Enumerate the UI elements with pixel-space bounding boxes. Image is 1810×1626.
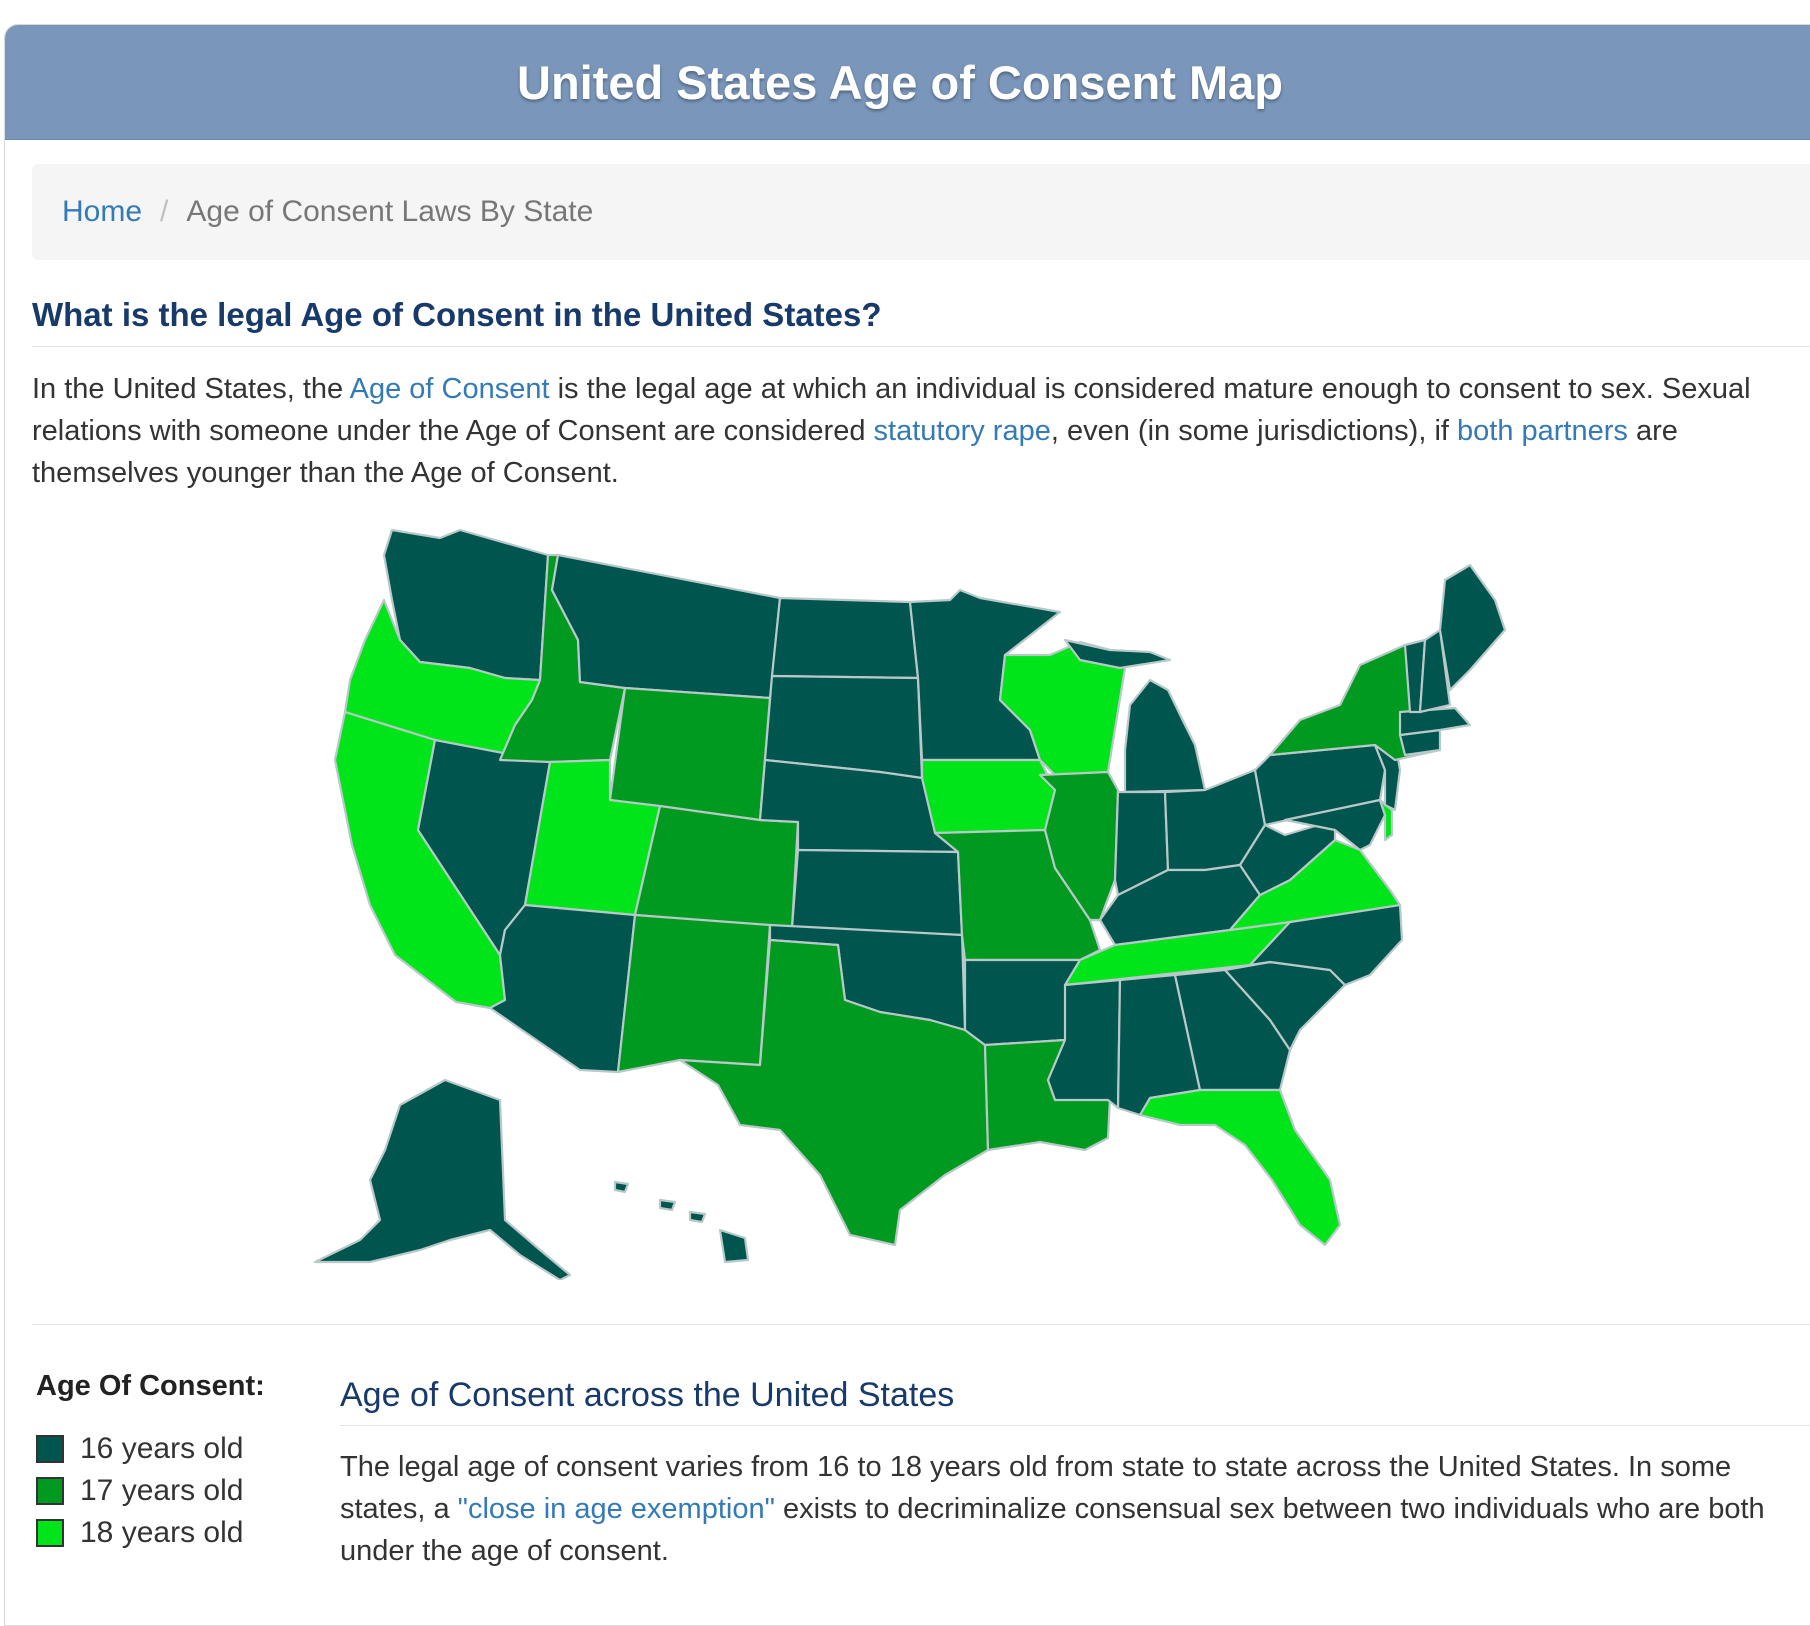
legend-label-16: 16 years old <box>80 1432 244 1465</box>
heading-divider <box>32 346 1810 347</box>
intro-paragraph: In the United States, the Age of Consent… <box>32 368 1792 494</box>
intro-text: , even (in some jurisdictions), if <box>1050 415 1458 447</box>
legend-swatch-18 <box>36 1519 64 1547</box>
state-MA[interactable] <box>1398 706 1472 737</box>
state-IA[interactable] <box>920 758 1057 835</box>
legend-swatch-17 <box>36 1477 64 1505</box>
state-AZ[interactable] <box>488 903 637 1074</box>
state-HI[interactable] <box>613 1180 750 1264</box>
section-paragraph: The legal age of consent varies from 16 … <box>340 1446 1800 1572</box>
state-TX[interactable] <box>678 938 990 1247</box>
state-IL[interactable] <box>1038 770 1120 922</box>
breadcrumb-separator: / <box>160 195 169 228</box>
close-in-age-exemption-link[interactable]: "close in age exemption" <box>457 1493 775 1525</box>
breadcrumb: Home / Age of Consent Laws By State <box>32 164 1810 260</box>
section-text: The legal age of consent varies from 16 … <box>340 1451 1732 1525</box>
both-partners-link[interactable]: both partners <box>1457 415 1628 447</box>
legend-item-18: 18 years old <box>36 1516 243 1550</box>
state-AR[interactable] <box>963 958 1082 1047</box>
us-age-of-consent-map <box>313 528 1507 1280</box>
breadcrumb-current: Age of Consent Laws By State <box>186 195 594 228</box>
state-AK[interactable] <box>313 1078 572 1280</box>
legend-item-17: 17 years old <box>36 1474 243 1508</box>
intro-text: In the United States, the <box>32 373 350 405</box>
legend-label-17: 17 years old <box>80 1474 244 1507</box>
page-title: United States Age of Consent Map <box>517 55 1283 109</box>
state-CO[interactable] <box>633 804 800 930</box>
breadcrumb-home-link[interactable]: Home <box>62 195 143 228</box>
legend-item-16: 16 years old <box>36 1432 243 1466</box>
section-text: exists to decriminalize consensual sex b… <box>340 1493 1765 1567</box>
section-heading: Age of Consent across the United States <box>340 1376 955 1414</box>
state-FL[interactable] <box>1138 1088 1342 1247</box>
panel-header: United States Age of Consent Map <box>5 25 1810 140</box>
map-divider <box>32 1324 1810 1325</box>
content-panel: United States Age of Consent Map <box>4 24 1810 1626</box>
state-NM[interactable] <box>616 913 772 1074</box>
age-of-consent-link[interactable]: Age of Consent <box>349 373 550 405</box>
legend-title: Age Of Consent: <box>36 1370 265 1402</box>
legend-label-18: 18 years old <box>80 1516 244 1549</box>
state-WY[interactable] <box>608 686 772 822</box>
legend-swatch-16 <box>36 1435 64 1463</box>
section-divider <box>340 1425 1810 1426</box>
statutory-rape-link[interactable]: statutory rape <box>873 415 1051 447</box>
state-ME[interactable] <box>1438 563 1507 692</box>
intro-heading: What is the legal Age of Consent in the … <box>32 296 882 333</box>
state-KS[interactable] <box>790 848 964 937</box>
state-MT[interactable] <box>550 553 782 700</box>
intro-text: is the legal age at which an individual … <box>32 373 1751 447</box>
intro-text: are themselves younger than the Age of C… <box>32 415 1678 489</box>
state-ND[interactable] <box>770 596 920 680</box>
